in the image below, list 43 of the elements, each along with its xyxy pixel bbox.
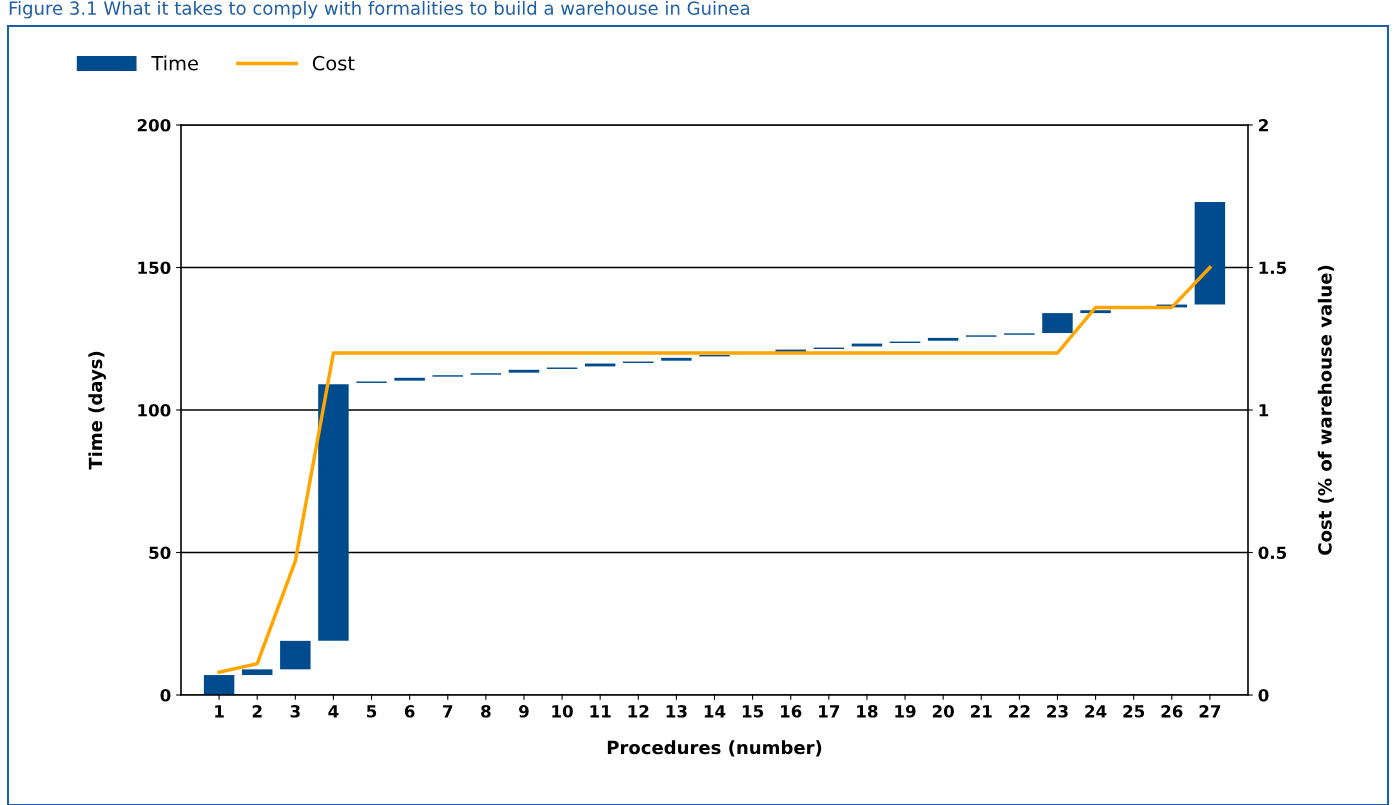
legend-label: Time [151, 55, 198, 71]
x-tick-label: 12 [628, 705, 649, 718]
y2-tick-label: 1 [1259, 404, 1269, 417]
y-tick-label: 50 [149, 546, 171, 560]
y2-tick-label: 2 [1259, 118, 1268, 132]
chart-title: Figure 3.1 What it takes to comply with formalities to build a warehouse in Guinea [9, 1, 750, 19]
x-tick-label: 9 [519, 705, 529, 718]
x-tick-label: 11 [590, 705, 611, 718]
x-tick-label: 1 [215, 705, 224, 718]
x-tick-label: 6 [404, 705, 415, 718]
y2-tick-label: 1.5 [1259, 261, 1287, 275]
x-tick-label: 13 [666, 705, 687, 718]
x-tick-label: 5 [367, 705, 377, 718]
x-tick-label: 4 [328, 705, 339, 718]
x-tick-label: 14 [704, 705, 726, 718]
y-tick-label: 0 [160, 688, 171, 702]
x-tick-label: 3 [290, 705, 300, 718]
x-tick-label: 21 [970, 705, 992, 718]
y2-tick-label: 0 [1258, 688, 1269, 702]
x-tick-label: 17 [819, 705, 840, 718]
x-tick-label: 7 [443, 705, 453, 718]
x-tick-label: 26 [1161, 705, 1183, 718]
legend-label: Cost [312, 55, 355, 71]
x-tick-label: 20 [932, 705, 954, 718]
x-tick-label: 8 [481, 705, 491, 718]
y-tick-label: 150 [138, 261, 171, 275]
x-tick-label: 2 [252, 705, 262, 718]
x-tick-label: 15 [742, 705, 764, 718]
x-tick-label: 19 [895, 705, 916, 718]
x-tick-label: 25 [1123, 705, 1145, 718]
x-tick-label: 18 [857, 705, 878, 718]
y2-axis-title: Cost (% of warehouse value) [1317, 265, 1334, 555]
x-tick-label: 24 [1085, 705, 1107, 718]
y-axis-title: Time (days) [88, 351, 106, 470]
x-axis-title: Procedures (number) [607, 740, 822, 757]
y-tick-label: 100 [138, 403, 171, 417]
x-tick-label: 22 [1009, 705, 1030, 718]
y2-tick-label: 0.5 [1258, 546, 1287, 560]
x-tick-label: 16 [781, 705, 802, 718]
x-tick-label: 23 [1047, 705, 1068, 718]
x-tick-label: 10 [552, 705, 573, 718]
y-tick-label: 200 [137, 118, 171, 132]
x-tick-label: 27 [1199, 705, 1221, 718]
